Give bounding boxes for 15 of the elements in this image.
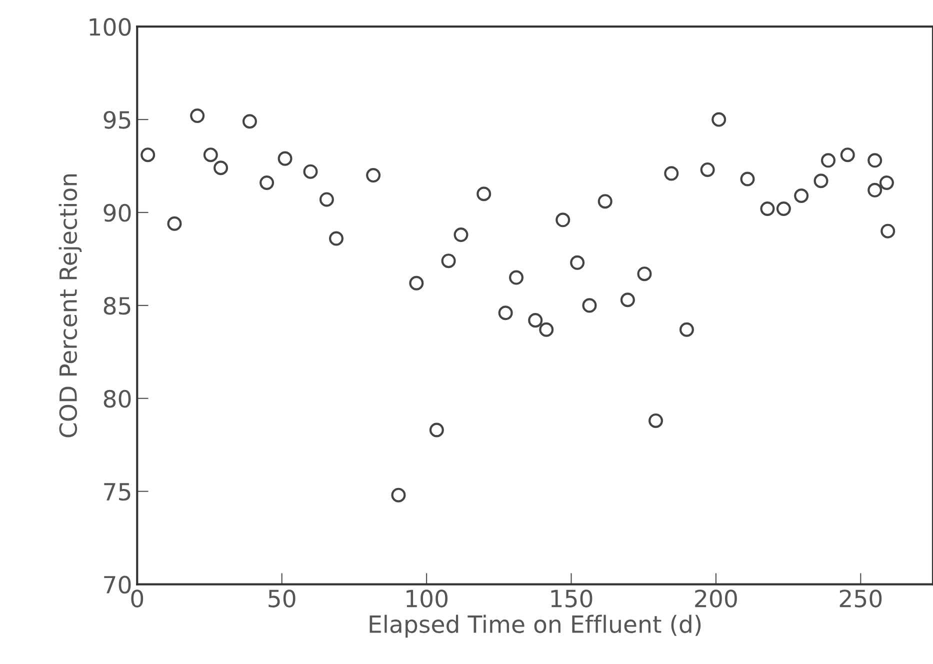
y-tick-label: 80 <box>104 390 131 408</box>
y-tick-label: 90 <box>104 204 131 222</box>
x-tick-label: 200 <box>695 590 737 608</box>
y-axis-title: COD Percent Rejection <box>58 174 82 438</box>
x-tick-label: 50 <box>268 590 296 608</box>
y-tick-label: 75 <box>104 483 130 501</box>
y-tick-label: 100 <box>90 18 131 36</box>
x-tick-label: 0 <box>131 590 144 608</box>
x-tick-label: 150 <box>551 590 592 608</box>
x-tick-label: 250 <box>840 590 882 608</box>
y-tick-label: 70 <box>104 576 131 594</box>
x-axis-title: Elapsed Time on Effluent (d) <box>370 614 701 638</box>
y-tick-label: 85 <box>104 296 130 315</box>
x-tick-label: 100 <box>406 590 448 608</box>
y-tick-label: 95 <box>104 110 130 129</box>
